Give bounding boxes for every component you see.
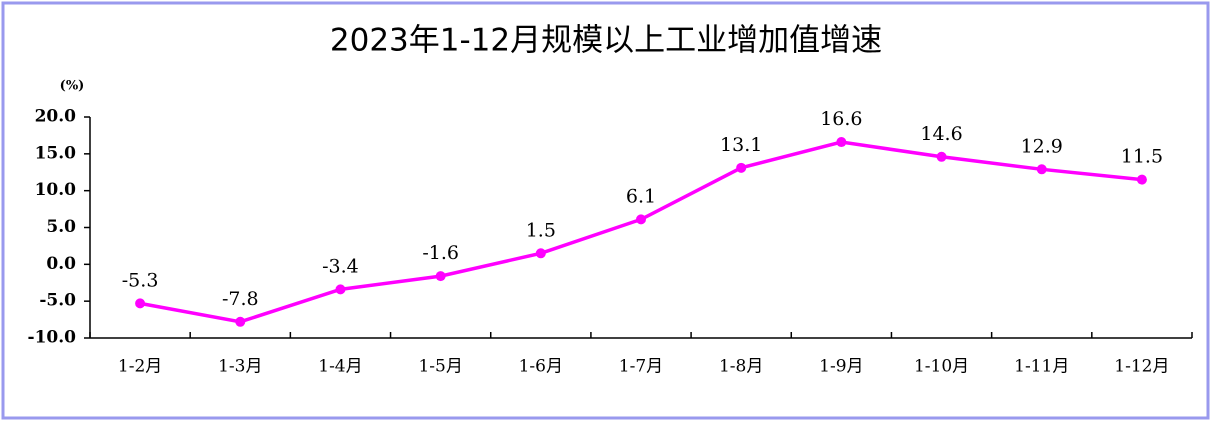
data-label: 6.1 (626, 185, 656, 207)
y-tick-label: 20.0 (35, 107, 77, 127)
y-tick-label: 5.0 (46, 217, 76, 237)
point (235, 316, 246, 327)
data-label: -5.3 (122, 269, 159, 291)
y-tick-label: -5.0 (39, 291, 76, 311)
point (1036, 164, 1047, 175)
x-tick-label: 1-9月 (819, 357, 863, 377)
x-tick-label: 1-6月 (519, 357, 563, 377)
x-tick-label: 1-12月 (1114, 357, 1169, 377)
point (636, 214, 646, 225)
point (1136, 174, 1147, 185)
point (435, 271, 446, 282)
y-unit: (%) (60, 79, 85, 94)
data-label: 16.6 (820, 108, 862, 130)
point (135, 298, 146, 309)
point (335, 284, 346, 295)
x-tick-label: 1-2月 (118, 357, 162, 377)
point (736, 162, 747, 173)
data-label: 1.5 (526, 219, 556, 241)
data-label: -7.8 (222, 288, 259, 310)
y-tick-label: -10.0 (28, 328, 77, 348)
point (535, 248, 546, 259)
point (836, 137, 847, 148)
x-tick-label: 1-11月 (1014, 357, 1069, 377)
x-tick-label: 1-8月 (719, 357, 763, 377)
data-label: 12.9 (1021, 135, 1063, 157)
y-tick-label: 10.0 (35, 180, 77, 200)
chart-title: 2023年1-12月规模以上工业增加值增速 (330, 23, 882, 59)
y-tick-label: 0.0 (46, 254, 76, 274)
x-tick-label: 1-3月 (218, 357, 262, 377)
data-label: 14.6 (920, 123, 962, 145)
x-tick-label: 1-4月 (318, 357, 362, 377)
data-label: 11.5 (1121, 146, 1163, 168)
data-label: -1.6 (422, 242, 459, 264)
x-tick-label: 1-7月 (619, 357, 663, 377)
x-tick-label: 1-10月 (914, 357, 969, 377)
data-label: -3.4 (322, 255, 359, 277)
data-label: 13.1 (720, 134, 762, 156)
y-tick-label: 15.0 (35, 143, 77, 163)
x-tick-label: 1-5月 (418, 357, 462, 377)
point (936, 151, 947, 162)
